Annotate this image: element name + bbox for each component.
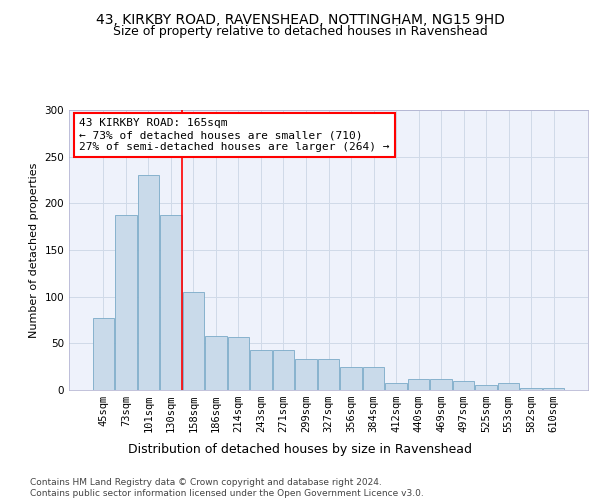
Bar bbox=[137, 176, 159, 390]
Bar bbox=[543, 388, 565, 390]
Text: Distribution of detached houses by size in Ravenshead: Distribution of detached houses by size … bbox=[128, 442, 472, 456]
Y-axis label: Number of detached properties: Number of detached properties bbox=[29, 162, 39, 338]
Bar bbox=[182, 292, 204, 390]
Text: Contains HM Land Registry data © Crown copyright and database right 2024.
Contai: Contains HM Land Registry data © Crown c… bbox=[30, 478, 424, 498]
Text: 43, KIRKBY ROAD, RAVENSHEAD, NOTTINGHAM, NG15 9HD: 43, KIRKBY ROAD, RAVENSHEAD, NOTTINGHAM,… bbox=[95, 12, 505, 26]
Bar bbox=[475, 386, 497, 390]
Text: Size of property relative to detached houses in Ravenshead: Size of property relative to detached ho… bbox=[113, 25, 487, 38]
Bar bbox=[205, 336, 227, 390]
Bar bbox=[363, 366, 384, 390]
Bar bbox=[273, 350, 294, 390]
Bar bbox=[318, 359, 339, 390]
Bar bbox=[250, 350, 272, 390]
Text: 43 KIRKBY ROAD: 165sqm
← 73% of detached houses are smaller (710)
27% of semi-de: 43 KIRKBY ROAD: 165sqm ← 73% of detached… bbox=[79, 118, 390, 152]
Bar bbox=[453, 380, 475, 390]
Bar bbox=[160, 216, 182, 390]
Bar bbox=[340, 366, 362, 390]
Bar bbox=[385, 382, 407, 390]
Bar bbox=[92, 318, 114, 390]
Bar bbox=[115, 216, 137, 390]
Bar bbox=[520, 388, 542, 390]
Bar bbox=[430, 379, 452, 390]
Bar bbox=[498, 384, 520, 390]
Bar bbox=[408, 379, 429, 390]
Bar bbox=[295, 359, 317, 390]
Bar bbox=[228, 337, 249, 390]
